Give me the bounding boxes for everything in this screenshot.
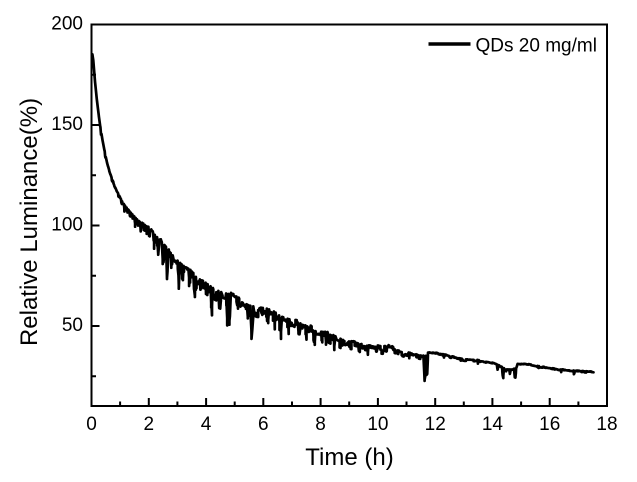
svg-text:4: 4 bbox=[201, 414, 212, 435]
svg-text:14: 14 bbox=[482, 414, 504, 435]
svg-text:2: 2 bbox=[144, 414, 155, 435]
svg-text:QDs 20 mg/ml: QDs 20 mg/ml bbox=[476, 35, 597, 56]
svg-text:50: 50 bbox=[62, 315, 83, 336]
svg-text:8: 8 bbox=[315, 414, 326, 435]
svg-text:10: 10 bbox=[367, 414, 388, 435]
svg-text:150: 150 bbox=[51, 114, 83, 135]
svg-text:0: 0 bbox=[86, 414, 97, 435]
svg-text:200: 200 bbox=[51, 14, 83, 35]
svg-text:6: 6 bbox=[258, 414, 269, 435]
svg-text:18: 18 bbox=[596, 414, 617, 435]
svg-text:Relative Luminance(%): Relative Luminance(%) bbox=[16, 98, 43, 346]
svg-text:12: 12 bbox=[425, 414, 446, 435]
svg-text:Time (h): Time (h) bbox=[305, 444, 393, 471]
svg-text:100: 100 bbox=[51, 215, 83, 236]
svg-text:16: 16 bbox=[539, 414, 560, 435]
